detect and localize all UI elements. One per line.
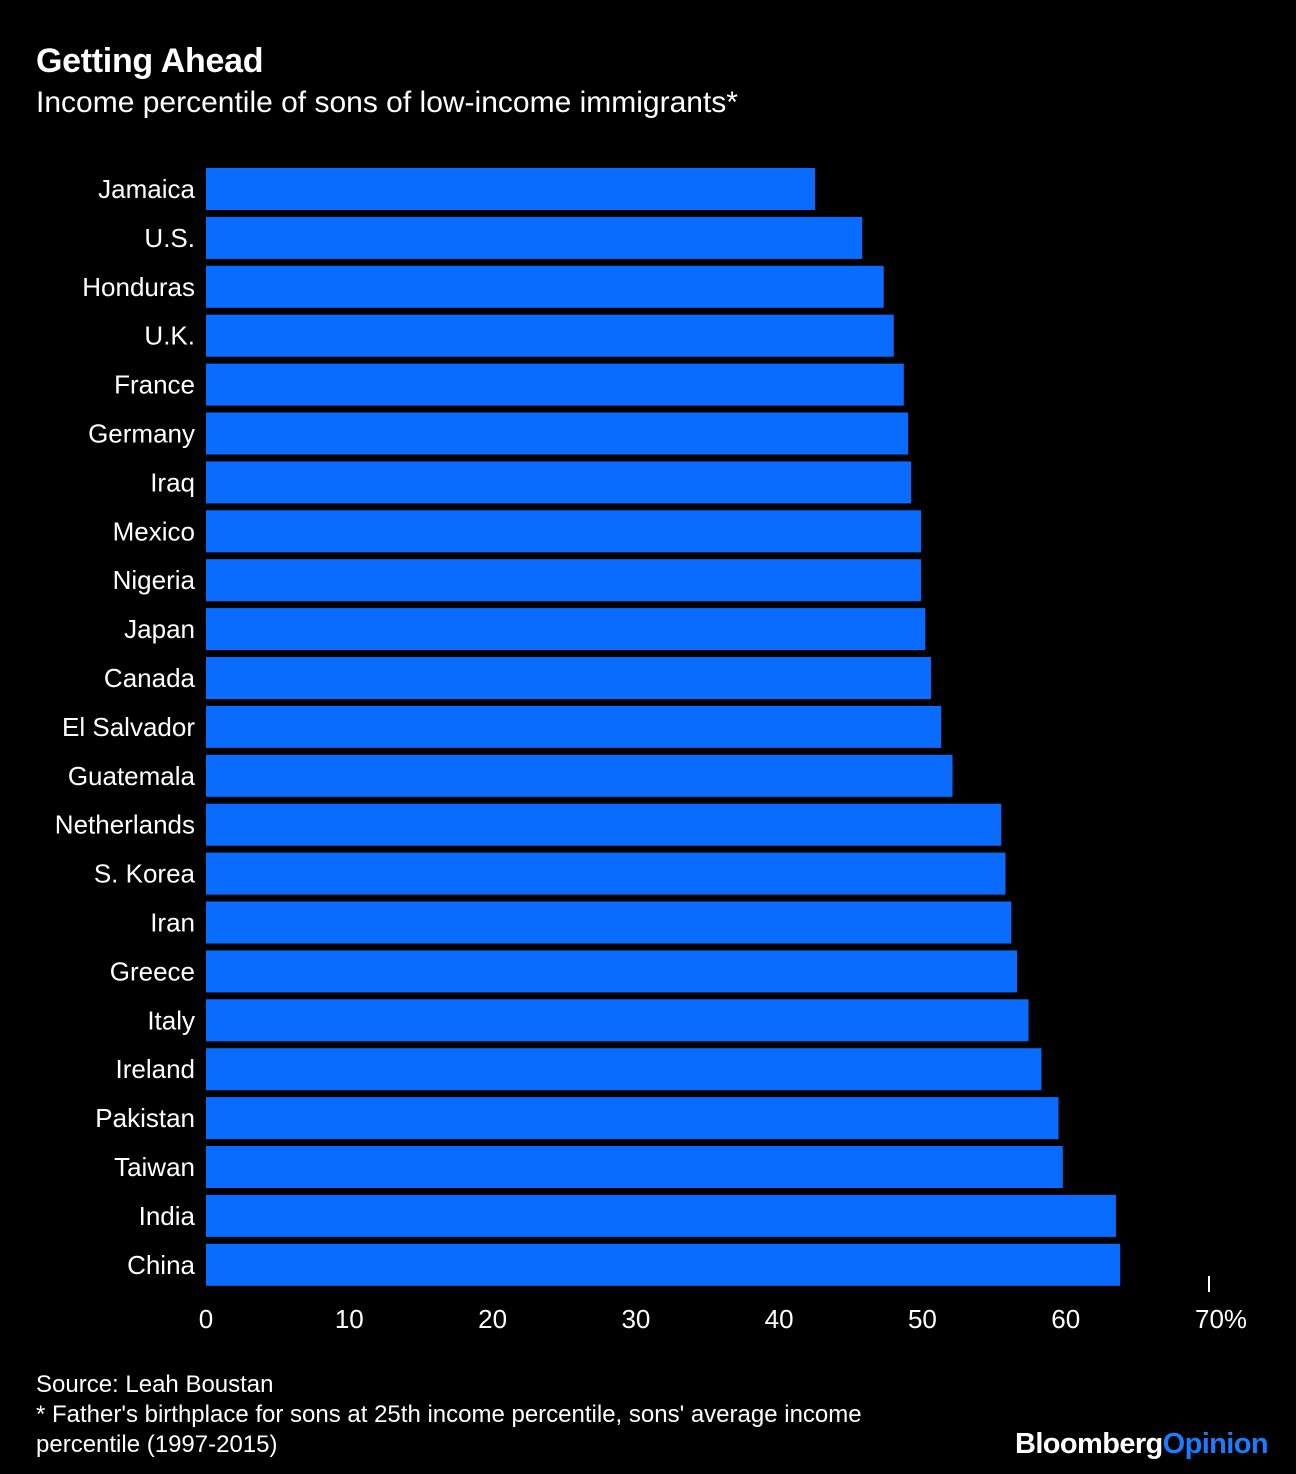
category-label-canada: Canada xyxy=(104,663,196,693)
bar-pakistan xyxy=(206,1097,1059,1140)
bar-china xyxy=(206,1243,1121,1286)
category-label-ireland: Ireland xyxy=(116,1054,196,1084)
x-tick-label-60: 60 xyxy=(1051,1304,1080,1334)
bar-greece xyxy=(206,950,1017,993)
category-label-guatemala: Guatemala xyxy=(68,761,196,791)
bar-iraq xyxy=(206,461,911,504)
bar-honduras xyxy=(206,265,884,308)
bar-el-salvador xyxy=(206,705,942,748)
category-label-iraq: Iraq xyxy=(150,467,195,497)
bar-mexico xyxy=(206,510,921,553)
category-label-s-korea: S. Korea xyxy=(94,859,196,889)
chart-footer: Source: Leah Boustan * Father's birthpla… xyxy=(36,1370,996,1460)
category-label-india: India xyxy=(139,1201,196,1231)
category-label-u-s: U.S. xyxy=(144,223,195,253)
category-label-taiwan: Taiwan xyxy=(114,1152,195,1182)
bar-france xyxy=(206,363,904,406)
x-tick-label-20: 20 xyxy=(478,1304,507,1334)
bar-u-k xyxy=(206,314,894,357)
bar-iran xyxy=(206,901,1012,944)
x-tick-label-0: 0 xyxy=(199,1304,213,1334)
category-label-jamaica: Jamaica xyxy=(98,174,195,204)
bar-netherlands xyxy=(206,803,1002,846)
chart-subtitle: Income percentile of sons of low-income … xyxy=(36,86,738,119)
bar-italy xyxy=(206,999,1029,1042)
bar-india xyxy=(206,1194,1116,1237)
footnote-line-1: * Father's birthplace for sons at 25th i… xyxy=(36,1401,862,1428)
category-label-italy: Italy xyxy=(147,1005,195,1035)
logo-section: Opinion xyxy=(1162,1428,1269,1460)
chart-title: Getting Ahead xyxy=(36,42,264,80)
category-label-china: China xyxy=(127,1250,195,1280)
category-label-greece: Greece xyxy=(110,956,195,986)
bar-germany xyxy=(206,412,909,455)
category-label-el-salvador: El Salvador xyxy=(62,712,195,742)
category-label-pakistan: Pakistan xyxy=(95,1103,195,1133)
x-tick-label-50: 50 xyxy=(908,1304,937,1334)
bar-japan xyxy=(206,608,926,651)
bar-u-s xyxy=(206,216,863,259)
bar-taiwan xyxy=(206,1146,1063,1188)
source-note: Source: Leah Boustan xyxy=(36,1371,274,1398)
category-label-japan: Japan xyxy=(124,614,195,644)
x-tick-label-70: 70% xyxy=(1195,1304,1247,1334)
category-label-germany: Germany xyxy=(88,419,195,449)
bar-ireland xyxy=(206,1048,1042,1091)
category-label-iran: Iran xyxy=(150,908,195,938)
bar-jamaica xyxy=(206,168,815,210)
category-label-netherlands: Netherlands xyxy=(55,810,195,840)
logo-brand: Bloomberg xyxy=(1014,1428,1163,1460)
category-label-mexico: Mexico xyxy=(113,516,195,546)
bar-s-korea xyxy=(206,852,1006,895)
bar-guatemala xyxy=(206,754,953,797)
bloomberg-opinion-logo: BloombergOpinion xyxy=(1014,1428,1269,1461)
x-tick-label-40: 40 xyxy=(765,1304,794,1334)
category-label-nigeria: Nigeria xyxy=(113,565,196,595)
x-tick-label-30: 30 xyxy=(621,1304,650,1334)
bar-canada xyxy=(206,657,931,699)
x-tick-label-10: 10 xyxy=(335,1304,364,1334)
footnote-line-2: percentile (1997-2015) xyxy=(36,1431,278,1458)
category-label-honduras: Honduras xyxy=(82,272,195,302)
category-label-france: France xyxy=(114,370,195,400)
category-label-u-k: U.K. xyxy=(144,321,195,351)
bar-chart: Jamaica U.S. Honduras U.K. France Germany Iraq… xyxy=(55,168,1247,1334)
bar-nigeria xyxy=(206,559,921,602)
